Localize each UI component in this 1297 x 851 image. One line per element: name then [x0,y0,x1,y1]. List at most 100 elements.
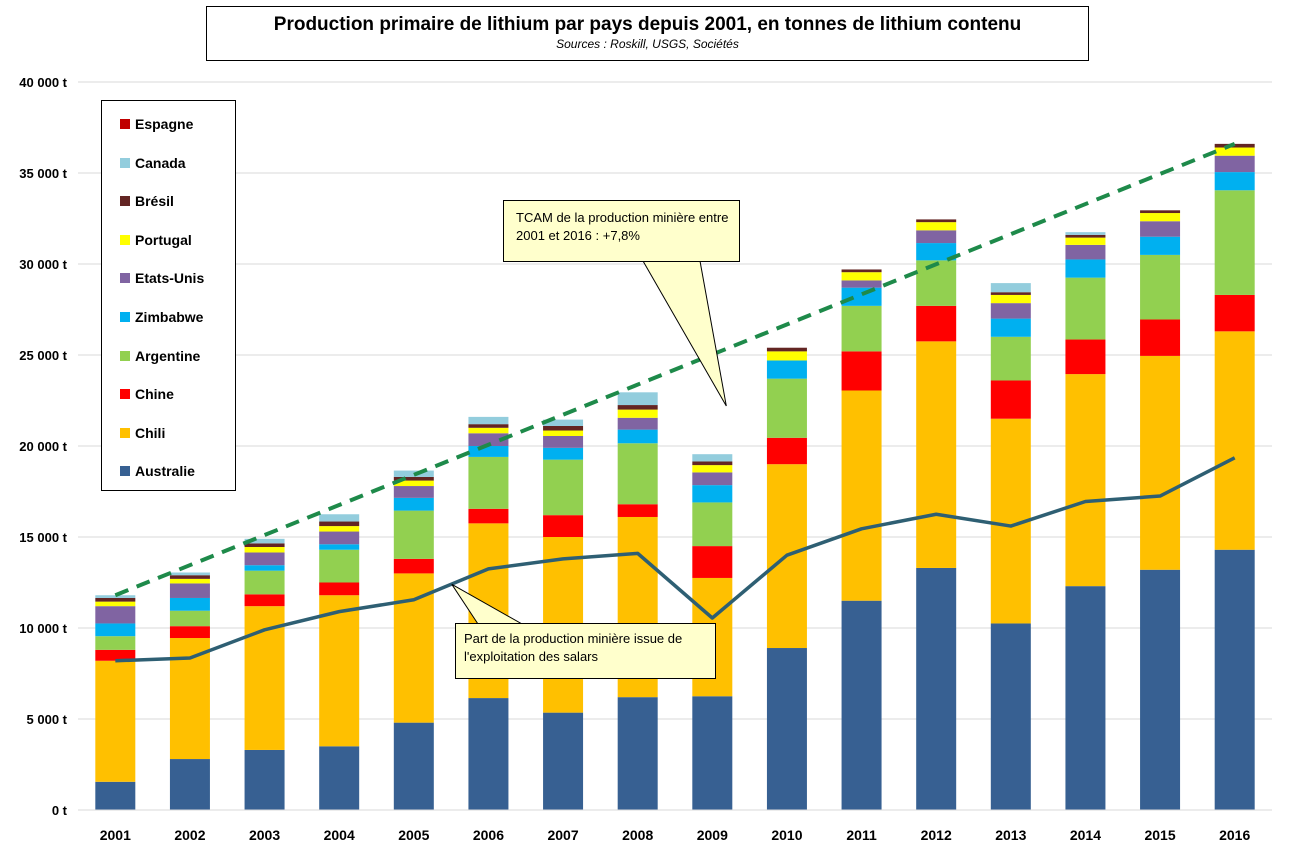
legend-item-chili: Chili [120,423,165,443]
x-tick-label: 2015 [1144,827,1175,843]
bar-segment-portugal-2011 [841,272,882,281]
bar-segment-argentine-2010 [766,378,807,438]
legend-item-canada: Canada [120,153,186,173]
bar-segment-zimbabwe-2002 [169,597,210,611]
y-tick-label: 35 000 t [19,166,67,181]
legend-swatch [120,234,130,245]
bar-segment-etats-unis-2008 [617,417,658,430]
bar-segment-zimbabwe-2016 [1214,172,1255,191]
bar-segment-bresil-2004 [319,521,360,527]
bar-segment-chine-2016 [1214,294,1255,332]
bar-segment-etats-unis-2005 [393,486,434,498]
bar-segment-australie-2007 [543,712,584,810]
x-tick-label: 2002 [174,827,205,843]
bar-segment-australie-2012 [916,567,957,810]
legend-item-bresil: Brésil [120,191,174,211]
y-tick-label: 5 000 t [27,712,68,727]
bar-segment-canada-2013 [990,283,1031,293]
bar-segment-chine-2012 [916,305,957,342]
bar-segment-zimbabwe-2006 [468,446,509,457]
trend-line [114,142,1236,598]
bar-segment-chili-2012 [916,341,957,568]
bar-segment-argentine-2002 [169,610,210,627]
bar-segment-australie-2015 [1140,569,1181,810]
bar-segment-argentine-2015 [1140,254,1181,320]
legend-swatch [120,312,130,322]
chart-title-box: Production primaire de lithium par pays … [206,6,1089,61]
legend-swatch [120,196,130,207]
legend-label: Zimbabwe [135,309,204,325]
bar-segment-canada-2001 [95,595,136,598]
bar-segment-australie-2010 [766,648,807,810]
bar-segment-chine-2009 [692,546,733,578]
bar-segment-chine-2001 [95,649,136,661]
legend-label: Argentine [135,347,201,364]
bar-segment-zimbabwe-2009 [692,485,733,503]
x-tick-label: 2001 [100,827,131,843]
bar-segment-argentine-2011 [841,305,882,352]
legend-item-argentine: Argentine [120,346,200,366]
x-tick-label: 2016 [1219,827,1250,843]
bar-segment-portugal-2014 [1065,237,1106,245]
bar-segment-chili-2001 [95,660,136,782]
bar-segment-portugal-2015 [1140,213,1181,222]
bar-segment-argentine-2003 [244,570,285,595]
x-tick-label: 2014 [1070,827,1101,843]
legend-item-australie: Australie [120,461,195,481]
trend-line-path [114,142,1236,598]
bar-segment-etats-unis-2011 [841,280,882,288]
bar-segment-australie-2003 [244,749,285,810]
bar-segment-canada-2009 [692,454,733,462]
bar-segment-etats-unis-2013 [990,303,1031,319]
bar-segment-portugal-2004 [319,526,360,532]
bar-segment-chine-2011 [841,351,882,391]
bar-segment-zimbabwe-2005 [393,497,434,511]
x-tick-label: 2006 [473,827,504,843]
y-tick-label: 20 000 t [19,439,67,454]
bar-segment-bresil-2015 [1140,210,1181,214]
bar-segment-australie-2001 [95,781,136,810]
bar-segment-portugal-2013 [990,294,1031,304]
bar-segment-australie-2004 [319,746,360,810]
bar-segment-chine-2013 [990,380,1031,419]
legend-label: Australie [135,463,195,480]
bar-segment-portugal-2003 [244,547,285,553]
bar-segment-bresil-2002 [169,575,210,579]
bar-segment-bresil-2013 [990,292,1031,295]
bar-segment-australie-2013 [990,623,1031,810]
bar-segment-etats-unis-2012 [916,230,957,244]
salars-annotation: Part de la production minière issue de l… [455,623,716,679]
legend-label: Portugal [135,231,192,248]
bar-segment-argentine-2001 [95,636,136,650]
bar-segment-zimbabwe-2012 [916,243,957,261]
bar-segment-argentine-2014 [1065,277,1106,340]
x-tick-label: 2003 [249,827,280,843]
tcam-pointer [642,260,727,407]
bar-segment-zimbabwe-2011 [841,287,882,306]
x-tick-label: 2007 [547,827,578,843]
bar-segment-portugal-2016 [1214,147,1255,156]
y-tick-label: 15 000 t [19,530,67,545]
legend-item-zimbabwe: Zimbabwe [120,307,203,327]
tcam-annotation: TCAM de la production minière entre 2001… [503,200,740,262]
legend-swatch [120,119,130,129]
bar-segment-bresil-2011 [841,269,882,273]
bar-segment-chine-2015 [1140,319,1181,356]
legend-item-portugal: Portugal [120,230,192,250]
bar-segment-australie-2014 [1065,586,1106,810]
bar-segment-etats-unis-2014 [1065,244,1106,260]
y-tick-label: 25 000 t [19,348,67,363]
legend-swatch [120,389,130,400]
x-tick-label: 2012 [921,827,952,843]
bar-segment-zimbabwe-2013 [990,318,1031,337]
y-tick-label: 30 000 t [19,257,67,272]
bar-segment-bresil-2007 [543,425,584,431]
legend-swatch [120,427,130,438]
bar-segment-bresil-2003 [244,543,285,548]
legend-item-espagne: Espagne [120,114,193,134]
bar-segment-etats-unis-2001 [95,606,136,624]
bar-segment-bresil-2008 [617,405,658,410]
bar-segment-canada-2006 [468,416,509,425]
bar-segment-australie-2008 [617,697,658,810]
